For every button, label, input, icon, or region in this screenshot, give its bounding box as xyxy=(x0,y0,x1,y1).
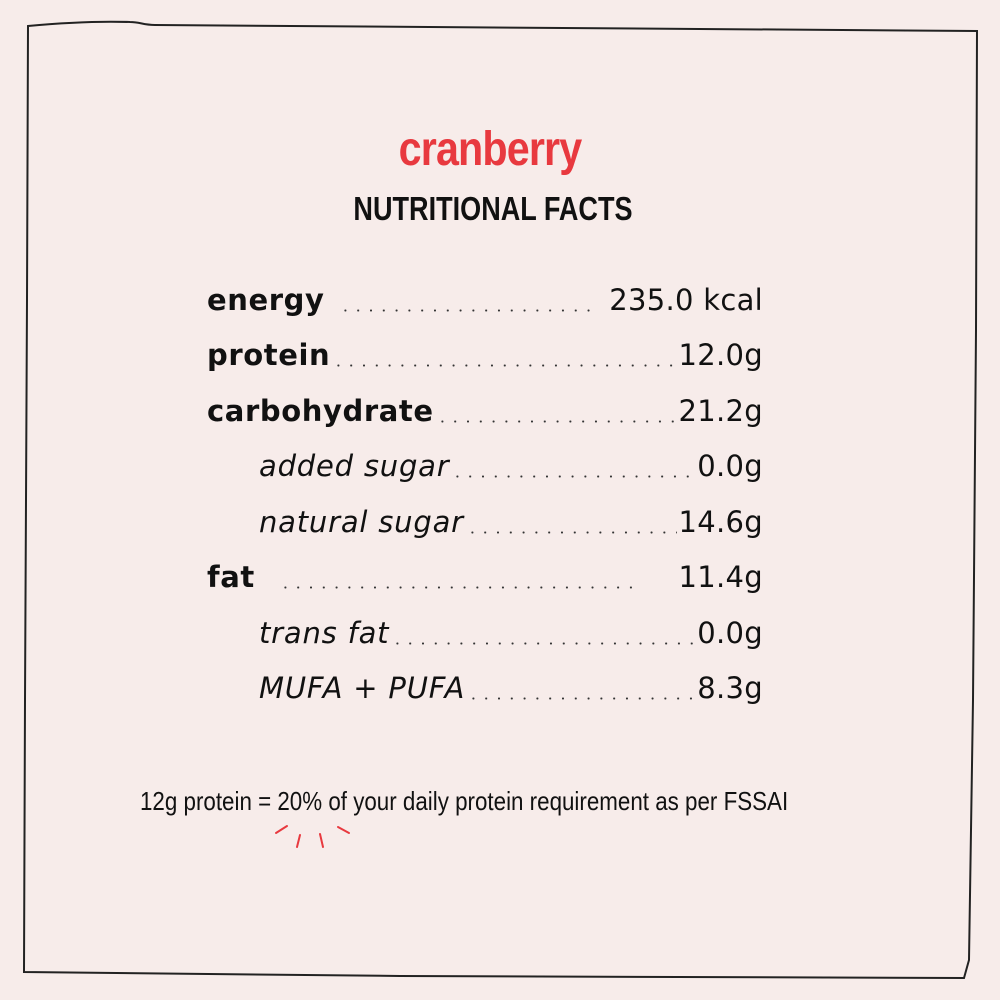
dot-leader xyxy=(467,697,696,700)
dot-leader xyxy=(451,475,696,478)
nutrient-label: MUFA + PUFA xyxy=(259,671,466,706)
dot-leader xyxy=(332,364,677,367)
nutrient-value: 12.0g xyxy=(678,338,763,373)
protein-footnote: 12g protein = 20% of your daily protein … xyxy=(140,786,789,816)
nutrient-label: protein xyxy=(207,338,331,373)
dot-leader xyxy=(465,530,677,534)
nutrition-row-energy: energy 235.0 kcal xyxy=(207,272,763,328)
dot-leader xyxy=(278,586,639,589)
nutrient-value: 235.0 kcal xyxy=(609,282,763,317)
nutrient-label: energy xyxy=(207,282,325,317)
nutrient-label: natural sugar xyxy=(259,504,464,539)
nutrition-row-natural-sugar: natural sugar 14.6g xyxy=(207,494,763,550)
nutrition-row-added-sugar: added sugar 0.0g xyxy=(207,439,763,495)
nutrient-value: 0.0g xyxy=(697,449,763,484)
nutrient-value: 0.0g xyxy=(697,615,763,650)
dot-leader xyxy=(435,419,677,423)
nutrition-row-mufa-pufa: MUFA + PUFA 8.3g xyxy=(207,661,763,717)
nutrition-row-protein: protein 12.0g xyxy=(207,328,763,384)
nutrient-value: 14.6g xyxy=(678,504,763,539)
nutrition-row-carbohydrate: carbohydrate 21.2g xyxy=(207,383,763,439)
nutrient-value: 11.4g xyxy=(678,560,763,595)
dot-leader xyxy=(338,308,600,312)
nutrient-value: 8.3g xyxy=(697,671,763,706)
page-title: NUTRITIONAL FACTS xyxy=(353,190,633,227)
nutrition-row-fat: fat 11.4g xyxy=(207,550,763,606)
nutrient-label: carbohydrate xyxy=(207,393,434,428)
nutrition-row-trans-fat: trans fat 0.0g xyxy=(207,605,763,661)
product-name: cranberry xyxy=(398,123,583,176)
sparkle-emphasis-icon xyxy=(275,825,350,848)
nutrient-label: fat xyxy=(207,560,255,595)
dot-leader xyxy=(391,641,696,645)
nutrition-table: energy 235.0 kcal protein 12.0g carbohyd… xyxy=(207,272,763,716)
nutrient-label: trans fat xyxy=(259,615,390,650)
nutrient-label: added sugar xyxy=(259,449,450,484)
nutrient-value: 21.2g xyxy=(678,393,763,428)
